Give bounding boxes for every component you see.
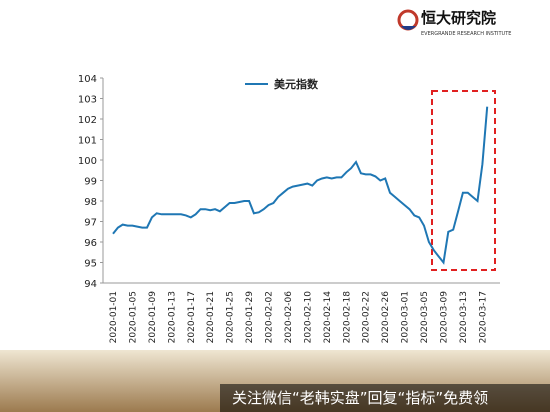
y-tick-label: 104	[78, 74, 97, 85]
y-tick-label: 101	[78, 136, 97, 147]
x-tick-label: 2020-03-01	[401, 291, 411, 343]
header-subtitle: EVERGRANDE RESEARCH INSTITUTE	[421, 31, 511, 37]
y-tick-label: 96	[84, 238, 97, 249]
x-tick-label: 2020-03-13	[459, 291, 469, 343]
y-tick-label: 97	[84, 218, 97, 229]
x-tick-label: 2020-02-18	[342, 291, 352, 344]
x-tick-label: 2020-01-13	[167, 291, 177, 343]
y-tick-label: 94	[84, 279, 97, 290]
x-tick-label: 2020-02-10	[303, 291, 313, 344]
x-tick-label: 2020-02-26	[381, 291, 391, 344]
y-tick-label: 98	[84, 197, 97, 208]
y-tick-label: 103	[78, 95, 97, 106]
x-tick-label: 2020-01-05	[128, 291, 138, 343]
footer-text: 关注微信“老韩实盘”回复“指标”免费领	[232, 389, 488, 407]
x-tick-label: 2020-01-25	[226, 291, 236, 343]
y-tick-label: 100	[78, 156, 97, 167]
highlight-box	[431, 90, 496, 271]
x-tick-label: 2020-02-02	[265, 291, 275, 343]
x-tick-label: 2020-03-09	[439, 291, 449, 344]
legend-label: 美元指数	[274, 77, 319, 91]
y-tick-label: 99	[84, 177, 97, 188]
x-tick-label: 2020-02-22	[362, 291, 372, 343]
header-title: 恒大研究院	[421, 9, 496, 27]
x-tick-label: 2020-01-21	[206, 291, 216, 343]
footer-bar	[220, 384, 550, 412]
x-tick-label: 2020-01-29	[245, 291, 255, 344]
x-tick-label: 2020-03-05	[420, 291, 430, 343]
y-tick-label: 102	[78, 115, 97, 126]
plot: 94 95 96 97 98 99 100 101 102 103 104 2020-01-01 202…	[78, 74, 500, 343]
line	[112, 106, 489, 265]
x-tick-label: 2020-03-17	[478, 291, 488, 343]
logo-base	[401, 26, 416, 30]
x-tick-label: 2020-01-01	[109, 291, 119, 343]
x-tick-label: 2020-01-17	[187, 291, 197, 343]
y-tick-label: 95	[84, 259, 97, 270]
x-tick-label: 2020-01-09	[148, 291, 158, 344]
x-tick-label: 2020-02-14	[323, 291, 333, 344]
x-tick-label: 2020-02-06	[284, 291, 294, 344]
